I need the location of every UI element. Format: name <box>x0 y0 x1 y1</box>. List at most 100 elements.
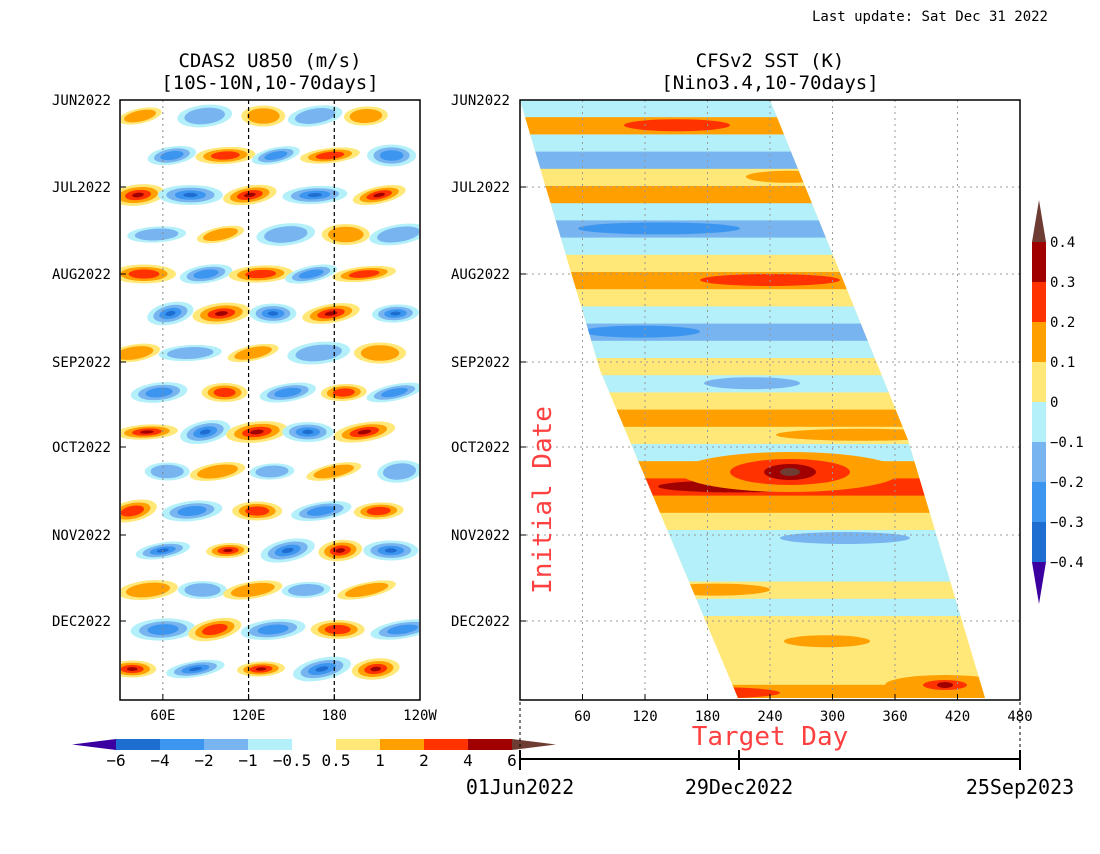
left-anomaly-contour <box>121 505 145 517</box>
left-y-tick-label: JUN2022 <box>52 93 111 109</box>
vertical-colorbar: 0.4 0.3 0.2 0.1 0 −0.1 −0.2 −0.3 −0.4 <box>1032 200 1084 604</box>
left-anomaly-contour <box>315 151 345 160</box>
left-anomaly-contour <box>382 463 417 480</box>
left-anomaly-contour <box>390 311 401 316</box>
left-anomaly-contour <box>373 192 385 198</box>
left-anomaly-contour <box>188 666 202 672</box>
right-field-patch <box>704 377 800 390</box>
colorbar-tick-label: −2 <box>194 751 213 770</box>
left-chart-subtitle: [10S-10N,10-70days] <box>161 72 378 94</box>
left-anomaly-contour <box>377 226 419 243</box>
left-anomaly-contour <box>315 666 329 672</box>
colorbar-swatch <box>1032 242 1046 282</box>
left-anomaly-contour <box>213 387 236 398</box>
right-x-tick-label: 420 <box>945 709 970 725</box>
left-y-axis: JUN2022 JUL2022 AUG2022 SEP2022 OCT2022 NOV20… <box>52 93 126 630</box>
left-anomaly-contour <box>387 624 419 635</box>
colorbar-swatch <box>1032 482 1046 522</box>
right-field-band <box>520 392 985 410</box>
colorbar-swatch <box>336 739 380 750</box>
left-chart-title: CDAS2 U850 (m/s) <box>178 50 361 72</box>
left-y-tick-label: JUL2022 <box>52 180 111 196</box>
colorbar-swatch <box>468 739 512 750</box>
left-anomaly-contour <box>255 465 289 478</box>
date-axis-label: 25Sep2023 <box>966 775 1074 799</box>
left-anomaly-contour <box>281 547 294 554</box>
colorbar-tick-label: 0.2 <box>1050 315 1075 331</box>
colorbar-swatch <box>1032 362 1046 402</box>
right-y-tick-label: OCT2022 <box>451 440 510 456</box>
colorbar-tick-label: 0.5 <box>322 751 351 770</box>
colorbar-low-arrow <box>72 739 116 750</box>
colorbar-tick-label: 0.4 <box>1050 235 1075 251</box>
left-anomaly-contour <box>184 583 221 597</box>
right-field-patch <box>780 532 910 544</box>
right-x-tick-label: 240 <box>757 709 782 725</box>
left-anomaly-contour <box>267 311 279 316</box>
colorbar-tick-label: 6 <box>507 751 517 770</box>
left-anomaly-contour <box>328 226 364 243</box>
left-anomaly-contour <box>126 667 138 671</box>
left-anomaly-contour <box>366 506 391 516</box>
colorbar-swatch <box>160 739 204 750</box>
left-anomaly-contour <box>357 429 372 435</box>
right-x-tick-label: 60 <box>574 709 591 725</box>
left-anomaly-contour <box>199 429 211 435</box>
date-axis-label: 29Dec2022 <box>685 775 793 799</box>
horizontal-colorbar: −6 −4 −2 −1 −0.5 0.5 1 2 4 6 <box>72 739 556 770</box>
right-y-tick-label: SEP2022 <box>451 355 510 371</box>
left-anomaly-contour <box>302 429 314 435</box>
left-anomaly-contour <box>348 270 380 278</box>
left-anomaly-contour <box>197 464 238 479</box>
left-anomaly-contour <box>306 506 336 516</box>
colorbar-tick-label: −0.3 <box>1050 515 1084 531</box>
left-anomaly-contour <box>381 387 408 398</box>
right-field-band <box>520 409 985 428</box>
colorbar-high-arrow <box>512 739 556 750</box>
left-anomaly-contour <box>294 108 336 124</box>
colorbar-swatch <box>1032 442 1046 482</box>
right-y-tick-label: JUN2022 <box>451 93 510 109</box>
left-anomaly-contour <box>193 269 219 279</box>
left-anomaly-contour <box>298 269 324 279</box>
left-anomaly-contour <box>125 582 171 598</box>
left-anomaly-contour <box>203 227 238 242</box>
left-reference-lines <box>162 100 335 700</box>
left-anomaly-contour <box>184 107 226 125</box>
colorbar-swatch <box>1032 522 1046 562</box>
left-anomaly-contour <box>288 584 325 596</box>
left-x-tick-label: 60E <box>150 708 175 724</box>
colorbar-tick-label: 0.1 <box>1050 355 1075 371</box>
right-chart-title: CFSv2 SST (K) <box>696 50 845 72</box>
left-anomaly-contour <box>264 226 308 243</box>
left-anomaly-contour <box>124 109 156 123</box>
left-anomaly-contour <box>250 429 264 435</box>
left-plot-frame <box>119 99 421 701</box>
left-anomaly-contour <box>243 192 256 198</box>
left-y-tick-label: DEC2022 <box>52 614 111 630</box>
left-anomaly-contour <box>246 108 280 124</box>
right-field-patch <box>582 325 700 338</box>
left-y-tick-label: OCT2022 <box>52 440 111 456</box>
right-y-tick-label: JUL2022 <box>451 180 510 196</box>
left-anomaly-contour <box>245 506 270 516</box>
colorbar-tick-label: 0.3 <box>1050 275 1075 291</box>
colorbar-high-arrow <box>1032 200 1046 242</box>
left-anomaly-contour <box>132 192 144 198</box>
colorbar-tick-label: −4 <box>150 751 169 770</box>
colorbar-swatch <box>1032 322 1046 362</box>
left-anomaly-contour <box>344 582 389 598</box>
right-y-tick-label: NOV2022 <box>451 528 510 544</box>
colorbar-swatch <box>424 739 468 750</box>
left-anomaly-contour <box>257 624 289 635</box>
right-x-axis-label: Target Day <box>692 722 849 752</box>
left-anomaly-contour <box>234 346 272 360</box>
left-anomaly-contour <box>177 505 207 517</box>
right-gridlines <box>520 100 1020 700</box>
left-anomaly-contour <box>349 108 383 124</box>
left-anomaly-contour <box>211 151 240 160</box>
left-anomaly-contour <box>183 192 198 198</box>
left-anomaly-contour <box>215 311 228 316</box>
